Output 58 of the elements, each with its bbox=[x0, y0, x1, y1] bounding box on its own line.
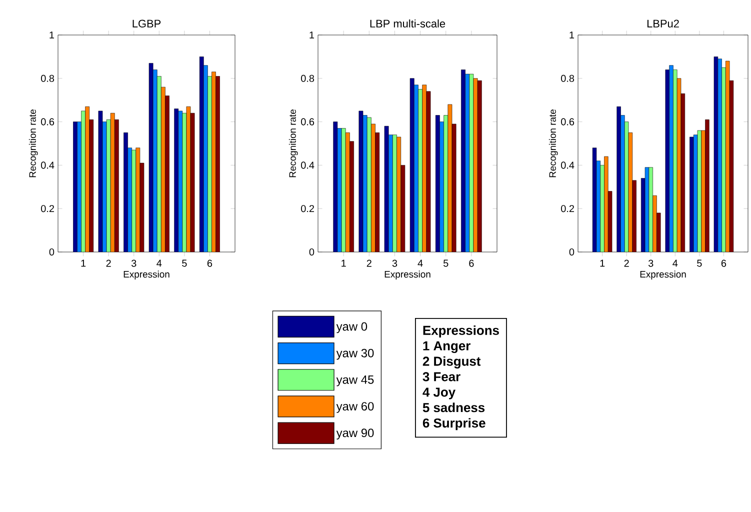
bar bbox=[616, 106, 621, 252]
y-tick-label: 0.6 bbox=[41, 118, 54, 126]
x-tick-label: 4 bbox=[418, 260, 423, 267]
x-tick-label: 2 bbox=[106, 260, 111, 267]
x-tick-label: 1 bbox=[81, 260, 86, 267]
x-axis-title: Expression bbox=[384, 270, 430, 280]
legend-label: yaw 45 bbox=[336, 376, 374, 386]
y-tick-label: 0 bbox=[49, 248, 54, 256]
x-tick-label: 3 bbox=[131, 260, 136, 267]
chart-title: LBPu2 bbox=[647, 20, 679, 28]
x-tick-label: 5 bbox=[443, 260, 448, 267]
y-tick-label: 0 bbox=[569, 248, 574, 256]
x-tick-label: 4 bbox=[672, 260, 678, 267]
chart-title: LBP multi-scale bbox=[370, 19, 446, 28]
x-tick-label: 5 bbox=[697, 260, 702, 267]
text: 3 Fear bbox=[422, 372, 460, 382]
y-tick-label: 0 bbox=[309, 248, 314, 256]
text: 2 Disgust bbox=[422, 356, 481, 368]
y-tick-label: 0.8 bbox=[41, 74, 54, 82]
y-axis-title: Recognition rate bbox=[288, 109, 298, 178]
y-tick-label: 1 bbox=[570, 32, 574, 38]
legend-label: yaw 0 bbox=[336, 322, 368, 334]
text: 5 sadness bbox=[422, 402, 485, 412]
y-tick-label: 0.4 bbox=[41, 162, 54, 169]
x-tick-label: 3 bbox=[392, 260, 398, 267]
x-tick-label: 4 bbox=[156, 260, 162, 267]
y-tick-label: 0.4 bbox=[561, 162, 574, 169]
x-axis-title: Expression bbox=[640, 270, 686, 280]
text: 6 Surprise bbox=[422, 418, 486, 430]
y-tick-label: 0.2 bbox=[561, 205, 574, 212]
y-tick-label: 0.6 bbox=[561, 118, 574, 126]
x-axis-title: Expression bbox=[124, 270, 170, 280]
legend-label: yaw 30 bbox=[336, 348, 374, 360]
y-tick-label: 0.2 bbox=[41, 205, 54, 212]
x-tick-label: 2 bbox=[366, 260, 372, 267]
y-tick-label: 0.4 bbox=[301, 162, 314, 169]
y-tick-label: 0.2 bbox=[301, 205, 314, 212]
x-tick-label: 5 bbox=[182, 260, 187, 267]
y-tick-label: 1 bbox=[50, 32, 54, 38]
text: 1 Anger bbox=[423, 341, 470, 354]
x-tick-label: 1 bbox=[342, 260, 346, 267]
y-axis-title: Recognition rate bbox=[548, 109, 558, 178]
x-tick-label: 3 bbox=[648, 260, 654, 267]
x-tick-label: 1 bbox=[600, 260, 605, 267]
y-tick-label: 1 bbox=[310, 32, 314, 38]
y-axis-title: Recognition rate bbox=[28, 109, 38, 178]
text: 4 Joy bbox=[422, 388, 456, 400]
y-tick-label: 0.8 bbox=[301, 74, 314, 82]
chart-title: LGBP bbox=[132, 20, 161, 28]
text: Expressions bbox=[423, 325, 499, 338]
x-tick-label: 2 bbox=[624, 260, 629, 267]
legend-label: yaw 90 bbox=[336, 428, 374, 440]
y-tick-label: 0.8 bbox=[561, 74, 574, 82]
x-tick-label: 6 bbox=[721, 260, 726, 267]
legend-label: yaw 60 bbox=[336, 402, 374, 413]
x-tick-label: 6 bbox=[207, 260, 212, 267]
x-tick-label: 6 bbox=[469, 260, 474, 267]
y-tick-label: 0.6 bbox=[301, 118, 314, 126]
